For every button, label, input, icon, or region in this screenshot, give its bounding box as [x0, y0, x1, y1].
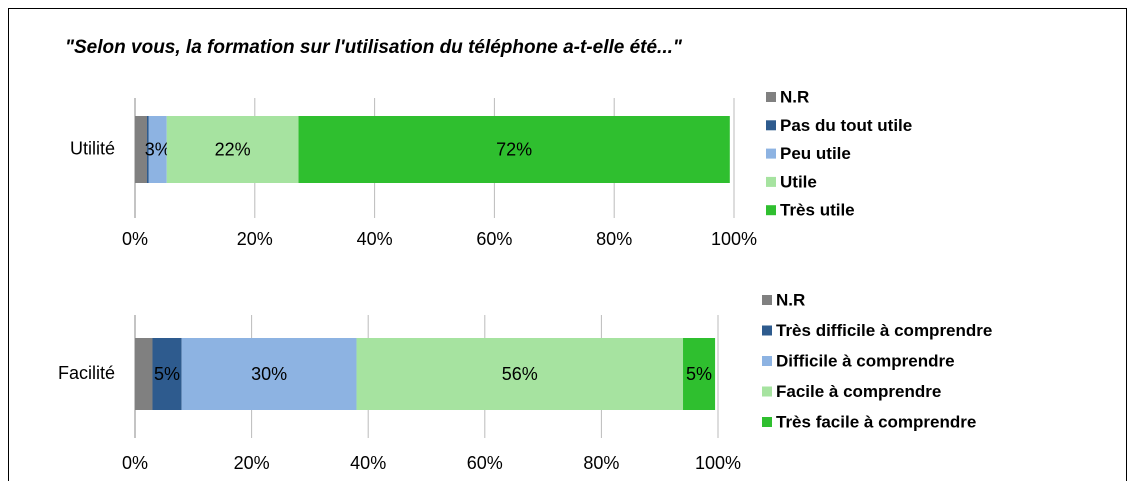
legend-label: Très facile à comprendre [776, 412, 976, 431]
x-tick-label: 80% [583, 453, 619, 473]
data-label: 5% [154, 364, 180, 384]
x-tick-label: 0% [122, 453, 148, 473]
x-tick-label: 80% [596, 229, 632, 249]
legend-swatch [762, 356, 772, 366]
frame [8, 8, 1127, 481]
x-tick-label: 40% [357, 229, 393, 249]
legend-swatch [762, 325, 772, 336]
bar-segment [135, 338, 153, 410]
x-tick-label: 20% [234, 453, 270, 473]
x-tick-label: 100% [711, 229, 757, 249]
bar-segment [298, 116, 730, 183]
legend-label: Facile à comprendre [776, 382, 941, 401]
legend-swatch [766, 176, 776, 187]
category-label: Facilité [58, 363, 115, 383]
x-tick-label: 60% [476, 229, 512, 249]
legend-label: N.R [780, 87, 809, 106]
legend-swatch [766, 120, 776, 131]
x-tick-label: 60% [467, 453, 503, 473]
x-tick-label: 20% [237, 229, 273, 249]
legend-swatch [762, 417, 772, 427]
legend-label: Peu utile [780, 144, 851, 163]
bar-segment [166, 116, 299, 183]
bar-segment [146, 116, 149, 183]
legend-label: N.R [776, 290, 805, 309]
x-tick-label: 100% [695, 453, 741, 473]
legend-label: Utile [780, 172, 817, 191]
data-label: 56% [502, 364, 538, 384]
legend-swatch [766, 205, 776, 216]
bar-segment [683, 338, 716, 410]
bar-segment [181, 338, 357, 410]
legend-label: Très utile [780, 201, 855, 220]
bar-segment [152, 338, 182, 410]
x-tick-label: 40% [350, 453, 386, 473]
data-label: 3% [145, 139, 171, 159]
legend-swatch [762, 295, 772, 305]
category-label: Utilité [70, 138, 115, 158]
legend-label: Difficile à comprendre [776, 351, 955, 370]
legend-swatch [766, 148, 776, 159]
data-label: 5% [686, 364, 712, 384]
chart-title: "Selon vous, la formation sur l'utilisat… [65, 37, 683, 58]
x-tick-label: 0% [122, 229, 148, 249]
data-label: 30% [251, 364, 287, 384]
legend-label: Très difficile à comprendre [776, 321, 992, 340]
bar-segment [135, 116, 147, 183]
legend-swatch [766, 92, 776, 102]
data-label: 72% [496, 139, 532, 159]
legend-label: Pas du tout utile [780, 116, 912, 135]
legend-swatch [762, 386, 772, 397]
bar-segment [148, 116, 167, 183]
data-label: 22% [215, 139, 251, 159]
bar-segment [356, 338, 684, 410]
